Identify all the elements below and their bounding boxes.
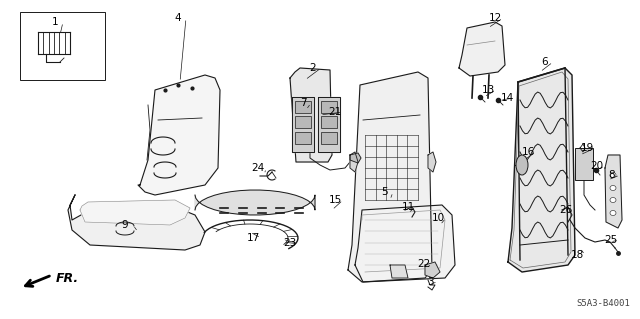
Bar [295, 101, 311, 113]
Ellipse shape [610, 186, 616, 190]
Polygon shape [80, 200, 190, 225]
Text: 15: 15 [328, 195, 342, 205]
Bar [20, 12, 105, 80]
Polygon shape [68, 195, 205, 250]
Bar [321, 116, 337, 128]
Text: 11: 11 [401, 202, 415, 212]
Text: S5A3-B4001: S5A3-B4001 [576, 299, 630, 308]
Polygon shape [350, 153, 361, 163]
Ellipse shape [516, 155, 528, 175]
Text: 3: 3 [427, 277, 433, 287]
Text: 13: 13 [481, 85, 495, 95]
Polygon shape [292, 97, 314, 152]
Bar [295, 116, 311, 128]
Ellipse shape [610, 173, 616, 177]
Text: 19: 19 [580, 143, 594, 153]
Bar [321, 132, 337, 144]
Polygon shape [605, 155, 622, 228]
Text: 6: 6 [541, 57, 548, 67]
Ellipse shape [610, 197, 616, 203]
Text: 7: 7 [300, 98, 307, 108]
Polygon shape [355, 205, 455, 282]
Polygon shape [425, 262, 440, 278]
Text: 22: 22 [417, 259, 431, 269]
Text: 21: 21 [328, 107, 342, 117]
Text: 16: 16 [522, 147, 534, 157]
Text: 24: 24 [252, 163, 264, 173]
Polygon shape [138, 75, 220, 195]
Polygon shape [390, 265, 408, 278]
Polygon shape [508, 68, 575, 272]
Text: 20: 20 [591, 161, 604, 171]
Text: 9: 9 [122, 220, 128, 230]
Text: 12: 12 [488, 13, 502, 23]
Bar [575, 148, 593, 180]
Text: 26: 26 [559, 205, 573, 215]
Polygon shape [350, 152, 358, 172]
Text: 10: 10 [431, 213, 445, 223]
Text: 25: 25 [604, 235, 618, 245]
Text: 2: 2 [310, 63, 316, 73]
Polygon shape [290, 68, 332, 162]
Text: FR.: FR. [56, 271, 79, 285]
Polygon shape [348, 72, 432, 282]
Text: 14: 14 [500, 93, 514, 103]
Text: 4: 4 [175, 13, 181, 23]
Text: 8: 8 [609, 170, 615, 180]
Text: 1: 1 [52, 17, 58, 27]
Text: 18: 18 [570, 250, 584, 260]
Text: 23: 23 [284, 238, 296, 248]
Text: 5: 5 [381, 187, 388, 197]
Polygon shape [459, 22, 505, 76]
Polygon shape [318, 97, 340, 152]
Bar [295, 132, 311, 144]
Text: 17: 17 [246, 233, 260, 243]
Polygon shape [428, 152, 436, 172]
Ellipse shape [610, 211, 616, 216]
Polygon shape [195, 190, 315, 215]
Bar [321, 101, 337, 113]
